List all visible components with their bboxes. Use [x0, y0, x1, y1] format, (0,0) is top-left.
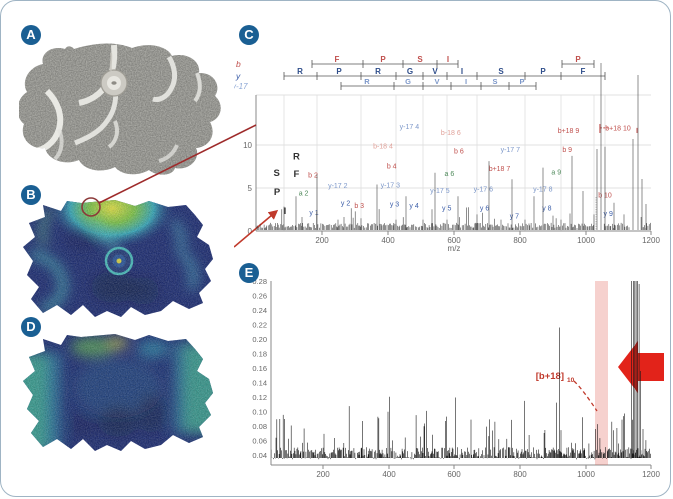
- svg-text:R: R: [297, 67, 303, 76]
- svg-text:V: V: [432, 67, 438, 76]
- svg-text:[b+18]: [b+18]: [536, 371, 564, 382]
- svg-text:P: P: [575, 55, 581, 64]
- svg-text:b-18 6: b-18 6: [441, 130, 461, 137]
- svg-text:10: 10: [567, 377, 575, 384]
- svg-text:0.14: 0.14: [252, 379, 267, 388]
- svg-text:0.04: 0.04: [252, 451, 267, 460]
- svg-text:y 8: y 8: [542, 205, 551, 212]
- svg-text:0.26: 0.26: [252, 292, 267, 301]
- svg-text:R: R: [364, 77, 370, 86]
- svg-text:y-17 3: y-17 3: [381, 183, 401, 190]
- svg-text:200: 200: [316, 470, 330, 479]
- svg-text:y 2: y 2: [341, 201, 350, 208]
- svg-text:b 6: b 6: [454, 148, 464, 155]
- svg-text:0.08: 0.08: [252, 422, 267, 431]
- svg-text:y: y: [235, 71, 241, 81]
- svg-text:P: P: [540, 67, 546, 76]
- svg-text:1200: 1200: [642, 236, 660, 245]
- svg-text:y-17 6: y-17 6: [474, 187, 494, 194]
- svg-text:S: S: [274, 168, 280, 179]
- svg-text:F: F: [335, 55, 340, 64]
- svg-text:a 6: a 6: [445, 171, 455, 178]
- svg-text:a 2: a 2: [299, 191, 309, 198]
- svg-text:b-18 4: b-18 4: [373, 143, 393, 150]
- svg-text:1200: 1200: [642, 470, 660, 479]
- svg-text:V: V: [434, 77, 439, 86]
- svg-text:y 4: y 4: [409, 203, 418, 210]
- svg-text:y 1: y 1: [309, 210, 318, 217]
- svg-text:F: F: [581, 67, 586, 76]
- svg-text:b 9: b 9: [562, 147, 572, 154]
- svg-text:600: 600: [447, 470, 461, 479]
- svg-text:b+18 10: b+18 10: [605, 126, 631, 133]
- svg-text:P: P: [519, 77, 524, 86]
- svg-text:y-17: y-17: [234, 82, 248, 91]
- svg-text:y-17 7: y-17 7: [501, 147, 521, 154]
- svg-text:y-17 5: y-17 5: [430, 188, 450, 195]
- svg-text:I: I: [465, 77, 467, 86]
- svg-text:G: G: [407, 67, 413, 76]
- svg-text:a 9: a 9: [551, 170, 561, 177]
- svg-text:S: S: [492, 77, 497, 86]
- svg-text:m/z: m/z: [448, 244, 461, 251]
- svg-text:R: R: [293, 151, 300, 162]
- svg-text:y-17 2: y-17 2: [328, 183, 348, 190]
- svg-text:F: F: [293, 169, 299, 180]
- svg-text:S: S: [417, 55, 423, 64]
- svg-text:y 5: y 5: [442, 205, 451, 212]
- svg-text:0.06: 0.06: [252, 437, 267, 446]
- svg-text:b 4: b 4: [387, 164, 397, 171]
- svg-text:y-17 4: y-17 4: [400, 124, 420, 131]
- svg-text:0.12: 0.12: [252, 393, 267, 402]
- svg-text:I: I: [447, 55, 449, 64]
- svg-text:200: 200: [315, 236, 329, 245]
- svg-text:b+18 7: b+18 7: [489, 166, 511, 173]
- svg-text:5: 5: [248, 184, 253, 193]
- svg-text:G: G: [405, 77, 411, 86]
- svg-text:b+18 9: b+18 9: [558, 128, 580, 135]
- svg-text:b 3: b 3: [354, 203, 364, 210]
- svg-text:P: P: [336, 67, 342, 76]
- svg-text:y 6: y 6: [480, 205, 489, 212]
- svg-text:y 3: y 3: [390, 201, 399, 208]
- svg-text:P: P: [274, 187, 281, 198]
- svg-text:800: 800: [513, 470, 527, 479]
- svg-text:0.16: 0.16: [252, 364, 267, 373]
- svg-text:800: 800: [513, 236, 527, 245]
- svg-text:I: I: [461, 67, 463, 76]
- svg-text:0.22: 0.22: [252, 321, 267, 330]
- svg-text:1000: 1000: [577, 470, 595, 479]
- svg-text:0.10: 0.10: [252, 408, 267, 417]
- svg-text:0.20: 0.20: [252, 335, 267, 344]
- svg-text:y 7: y 7: [510, 214, 519, 221]
- svg-text:P: P: [380, 55, 386, 64]
- svg-text:R: R: [375, 67, 381, 76]
- svg-text:1000: 1000: [577, 236, 595, 245]
- svg-text:0.24: 0.24: [252, 306, 267, 315]
- svg-text:10: 10: [243, 141, 252, 150]
- svg-text:400: 400: [381, 236, 395, 245]
- svg-text:0.18: 0.18: [252, 350, 267, 359]
- svg-text:S: S: [498, 67, 504, 76]
- svg-text:b: b: [236, 59, 241, 69]
- svg-text:400: 400: [382, 470, 396, 479]
- svg-text:b 2: b 2: [308, 173, 318, 180]
